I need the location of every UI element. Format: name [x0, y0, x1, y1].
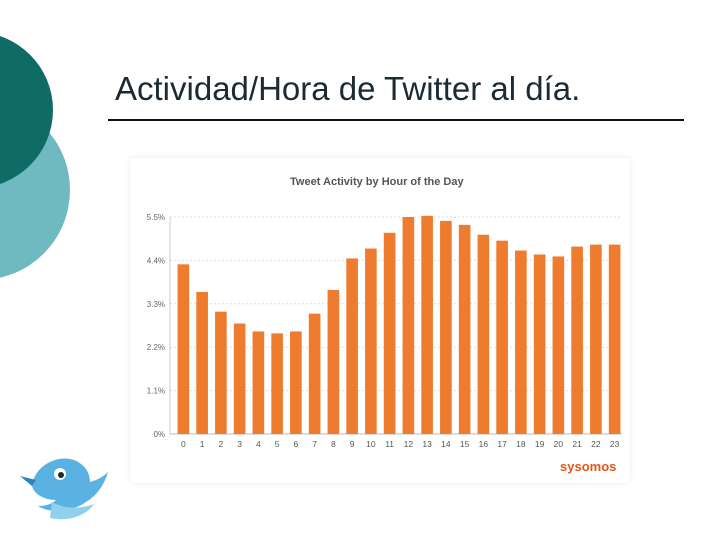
dark-teal-circle — [0, 36, 53, 184]
y-tick-label: 4.4% — [147, 256, 165, 265]
bar-hour-17 — [496, 240, 508, 434]
bar-hour-7 — [308, 313, 321, 434]
bar-hour-20 — [552, 256, 565, 434]
bar-hour-3 — [233, 323, 246, 434]
x-tick-label: 18 — [516, 439, 526, 449]
chart-title: Tweet Activity by Hour of the Day — [290, 176, 464, 188]
bar-hour-14 — [440, 220, 452, 434]
bar-hour-21 — [571, 246, 583, 434]
title-underline — [108, 119, 684, 121]
chart-panel: Tweet Activity by Hour of the Day 0% 1.1%… — [130, 158, 630, 483]
bar-hour-22 — [590, 244, 602, 434]
x-tick-label: 2 — [219, 439, 224, 449]
x-tick-label: 7 — [312, 439, 317, 449]
bar-hour-9 — [346, 258, 358, 434]
x-tick-label: 21 — [572, 439, 582, 449]
bar-hour-4 — [252, 331, 265, 434]
twitter-bird-icon — [20, 458, 108, 520]
x-tick-label: 4 — [256, 439, 261, 449]
x-tick-label: 23 — [610, 439, 620, 449]
bar-hour-23 — [608, 244, 621, 434]
x-tick-label: 8 — [331, 439, 336, 449]
x-tick-label: 17 — [497, 439, 507, 449]
bar-hour-10 — [365, 248, 377, 434]
y-tick-label: 2.2% — [147, 343, 165, 352]
x-axis-ticks: 0 1 2 3 4 5 6 7 8 9 10 11 12 13 14 15 16 17 18 19 20 21 22 23 — [181, 439, 620, 449]
x-tick-label: 11 — [385, 439, 394, 449]
bar-hour-19 — [533, 254, 546, 434]
bar-hour-0 — [177, 264, 190, 434]
tweet-activity-chart: Tweet Activity by Hour of the Day 0% 1.1%… — [147, 176, 622, 474]
y-tick-label: 3.3% — [147, 300, 165, 309]
bar-hour-15 — [458, 224, 471, 434]
x-tick-label: 0 — [181, 439, 186, 449]
chart-grid — [169, 216, 622, 435]
bar-hour-16 — [477, 234, 490, 434]
x-tick-label: 20 — [554, 439, 564, 449]
sysomos-watermark: sysomos — [560, 459, 616, 474]
bar-hour-18 — [515, 250, 527, 434]
x-tick-label: 12 — [404, 439, 414, 449]
x-tick-label: 9 — [350, 439, 355, 449]
y-tick-label: 0% — [153, 430, 165, 439]
bar-hour-2 — [215, 311, 227, 434]
y-tick-label: 1.1% — [147, 387, 165, 396]
bar-hour-13 — [421, 215, 433, 434]
bar-hour-6 — [290, 331, 302, 434]
chart-bars — [177, 215, 621, 434]
y-axis-ticks: 0% 1.1% 2.2% 3.3% 4.4% 5.5% — [147, 213, 165, 439]
x-tick-label: 15 — [460, 439, 470, 449]
x-tick-label: 5 — [275, 439, 280, 449]
bar-hour-1 — [196, 291, 208, 434]
x-tick-label: 6 — [294, 439, 299, 449]
bar-hour-11 — [383, 232, 396, 434]
decorative-circles — [0, 36, 70, 278]
bar-hour-8 — [327, 289, 340, 434]
x-tick-label: 3 — [237, 439, 242, 449]
x-tick-label: 13 — [422, 439, 432, 449]
slide-title: Actividad/Hora de Twitter al día. — [115, 70, 581, 107]
y-tick-label: 5.5% — [147, 213, 165, 222]
x-tick-label: 16 — [479, 439, 489, 449]
x-tick-label: 22 — [591, 439, 601, 449]
x-tick-label: 14 — [441, 439, 451, 449]
bar-hour-12 — [402, 217, 415, 434]
x-tick-label: 10 — [366, 439, 376, 449]
x-tick-label: 19 — [535, 439, 545, 449]
x-tick-label: 1 — [200, 439, 205, 449]
bar-hour-5 — [271, 333, 283, 434]
